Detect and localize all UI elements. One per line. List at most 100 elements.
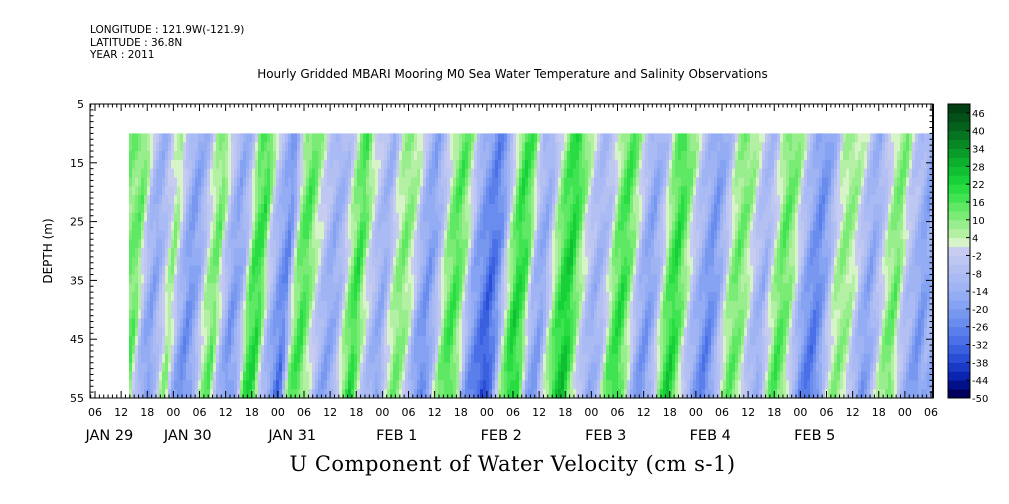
heatmap-cell <box>786 221 790 232</box>
heatmap-cell <box>768 274 772 284</box>
heatmap-cell <box>555 168 559 179</box>
heatmap-cell <box>207 177 211 187</box>
heatmap-cell <box>597 168 601 179</box>
heatmap-cell <box>843 186 847 196</box>
heatmap-cell <box>483 168 487 179</box>
heatmap-cell <box>915 256 919 267</box>
heatmap-cell <box>918 239 922 249</box>
heatmap-cell <box>702 186 706 196</box>
heatmap-cell <box>462 292 466 302</box>
heatmap-cell <box>546 256 550 267</box>
heatmap-cell <box>501 203 505 214</box>
heatmap-cell <box>210 230 214 240</box>
heatmap-cell <box>297 230 301 240</box>
heatmap-cell <box>699 256 703 267</box>
heatmap-cell <box>228 292 232 302</box>
heatmap-cell <box>885 248 889 258</box>
heatmap-cell <box>630 230 634 240</box>
heatmap-cell <box>552 142 556 152</box>
heatmap-cell <box>249 239 253 249</box>
heatmap-cell <box>327 248 331 258</box>
heatmap-cell <box>303 142 307 152</box>
heatmap-cell <box>852 230 856 240</box>
heatmap-cell <box>165 142 169 152</box>
heatmap-cell <box>237 142 241 152</box>
heatmap-cell <box>564 177 568 187</box>
heatmap-cell <box>501 274 505 284</box>
heatmap-cell <box>669 186 673 196</box>
heatmap-cell <box>765 248 769 258</box>
heatmap-cell <box>741 142 745 152</box>
heatmap-cell <box>558 256 562 267</box>
heatmap-cell <box>195 292 199 302</box>
heatmap-cell <box>540 256 544 267</box>
heatmap-cell <box>564 230 568 240</box>
heatmap-cell <box>651 151 655 161</box>
heatmap-cell <box>879 159 883 170</box>
heatmap-cell <box>840 212 844 223</box>
heatmap-cell <box>762 230 766 240</box>
heatmap-cell <box>258 203 262 214</box>
heatmap-cell <box>420 142 424 152</box>
heatmap-cell <box>603 195 607 205</box>
heatmap-cell <box>237 221 241 232</box>
heatmap-cell <box>471 221 475 232</box>
heatmap-cell <box>492 142 496 152</box>
heatmap-cell <box>921 248 925 258</box>
heatmap-cell <box>771 230 775 240</box>
heatmap-cell <box>225 159 229 170</box>
heatmap-cell <box>465 256 469 267</box>
heatmap-cell <box>195 195 199 205</box>
heatmap-cell <box>408 133 412 143</box>
heatmap-cell <box>435 274 439 284</box>
heatmap-cell <box>885 212 889 223</box>
heatmap-cell <box>807 230 811 240</box>
heatmap-cell <box>924 265 928 276</box>
heatmap-cell <box>510 274 514 284</box>
heatmap-cell <box>351 265 355 276</box>
heatmap-cell <box>366 239 370 249</box>
heatmap-cell <box>423 203 427 214</box>
heatmap-cell <box>147 195 151 205</box>
heatmap-cell <box>294 168 298 179</box>
heatmap-cell <box>825 265 829 276</box>
heatmap-cell <box>252 265 256 276</box>
heatmap-cell <box>438 177 442 187</box>
heatmap-cell <box>846 195 850 205</box>
heatmap-cell <box>432 168 436 179</box>
heatmap-cell <box>618 230 622 240</box>
heatmap-cell <box>342 203 346 214</box>
heatmap-cell <box>315 239 319 249</box>
heatmap-cell <box>147 221 151 232</box>
heatmap-cell <box>162 212 166 223</box>
heatmap-cell <box>270 230 274 240</box>
heatmap-cell <box>423 151 427 161</box>
heatmap-cell <box>636 221 640 232</box>
heatmap-cell <box>354 133 358 143</box>
heatmap-cell <box>708 195 712 205</box>
heatmap-cell <box>585 142 589 152</box>
heatmap-cell <box>828 168 832 179</box>
heatmap-cell <box>600 195 604 205</box>
heatmap-cell <box>477 195 481 205</box>
heatmap-cell <box>147 283 151 293</box>
heatmap-cell <box>132 221 136 232</box>
heatmap-cell <box>264 292 268 302</box>
heatmap-cell <box>780 186 784 196</box>
heatmap-cell <box>498 221 502 232</box>
heatmap-cell <box>474 133 478 143</box>
heatmap-cell <box>720 177 724 187</box>
heatmap-cell <box>360 133 364 143</box>
heatmap-cell <box>447 133 451 143</box>
heatmap-cell <box>372 283 376 293</box>
heatmap-cell <box>177 230 181 240</box>
heatmap-cell <box>159 151 163 161</box>
heatmap-cell <box>768 203 772 214</box>
heatmap-cell <box>207 168 211 179</box>
heatmap-cell <box>372 239 376 249</box>
heatmap-cell <box>747 256 751 267</box>
heatmap-cell <box>546 195 550 205</box>
heatmap-cell <box>339 133 343 143</box>
heatmap-cell <box>660 151 664 161</box>
heatmap-cell <box>636 142 640 152</box>
